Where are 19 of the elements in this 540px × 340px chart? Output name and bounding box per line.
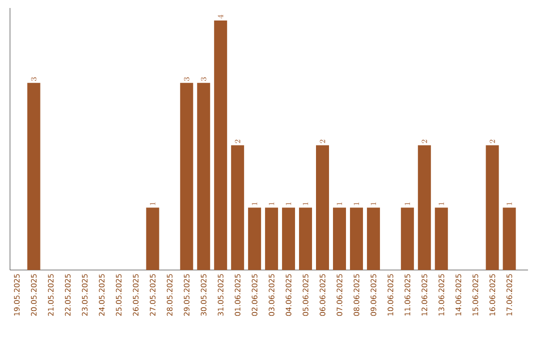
bar bbox=[502, 208, 516, 270]
bar bbox=[350, 208, 363, 270]
bar bbox=[248, 208, 262, 270]
bar bbox=[282, 208, 296, 270]
bar bbox=[180, 82, 194, 270]
bar bbox=[27, 82, 40, 270]
bar bbox=[214, 20, 228, 270]
bar bbox=[332, 208, 346, 270]
bar bbox=[434, 208, 448, 270]
bar bbox=[299, 208, 312, 270]
bar bbox=[146, 208, 160, 270]
bar bbox=[197, 82, 210, 270]
bar bbox=[231, 145, 244, 270]
bar bbox=[400, 208, 414, 270]
bar bbox=[366, 208, 380, 270]
bar bbox=[316, 145, 330, 270]
bar bbox=[486, 145, 499, 270]
bar bbox=[418, 145, 431, 270]
bar bbox=[265, 208, 278, 270]
